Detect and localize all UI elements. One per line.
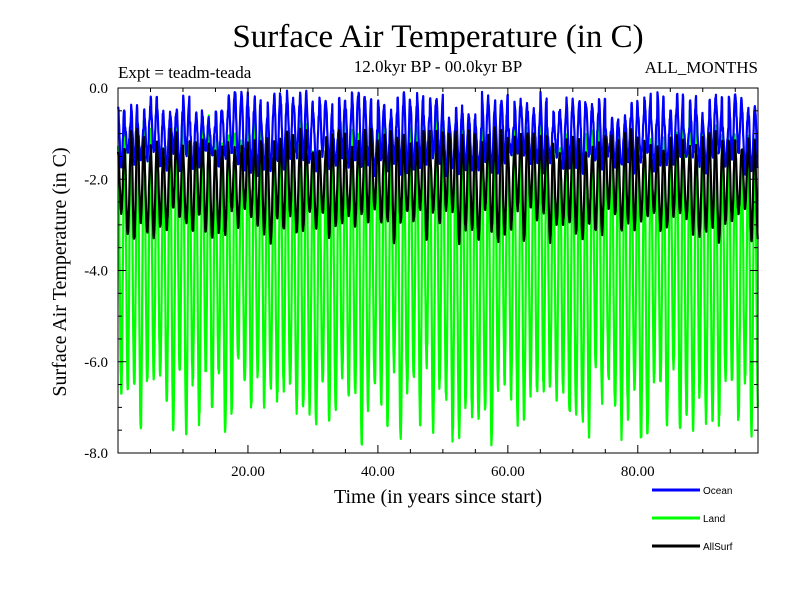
series-layer bbox=[116, 89, 759, 447]
legend-label: Land bbox=[703, 514, 725, 525]
y-tick-label: 0.0 bbox=[89, 81, 108, 97]
legend: Ocean Land AllSurf bbox=[652, 486, 733, 553]
series-line-land bbox=[116, 109, 759, 447]
x-tick-label: 80.00 bbox=[621, 464, 655, 480]
months-label: ALL_MONTHS bbox=[645, 58, 758, 77]
legend-label: Ocean bbox=[703, 486, 732, 497]
experiment-label: Expt = teadm-teada bbox=[118, 63, 252, 82]
legend-item-allsurf: AllSurf bbox=[652, 542, 733, 553]
y-tick-label: -4.0 bbox=[84, 264, 108, 280]
chart-title: Surface Air Temperature (in C) bbox=[232, 19, 643, 55]
x-tick-label: 40.00 bbox=[361, 464, 395, 480]
x-axis-label: Time (in years since start) bbox=[334, 486, 542, 508]
y-axis-label: Surface Air Temperature (in C) bbox=[49, 147, 71, 396]
y-tick-label: -6.0 bbox=[84, 355, 108, 371]
y-tick-label: -8.0 bbox=[84, 446, 108, 462]
axes-layer: 0.0 -2.0 -4.0 -6.0 -8.0 20.00 40.00 60.00 80.00 bbox=[84, 81, 759, 480]
period-label: 12.0kyr BP - 00.0kyr BP bbox=[354, 57, 522, 76]
legend-item-ocean: Ocean bbox=[652, 486, 732, 497]
x-tick-label: 20.00 bbox=[231, 464, 265, 480]
series-line-ocean bbox=[116, 89, 759, 178]
x-tick-label: 60.00 bbox=[491, 464, 525, 480]
legend-item-land: Land bbox=[652, 514, 725, 525]
y-tick-label: -2.0 bbox=[84, 172, 108, 188]
legend-label: AllSurf bbox=[703, 542, 733, 553]
series-line-allsurf bbox=[116, 126, 759, 246]
